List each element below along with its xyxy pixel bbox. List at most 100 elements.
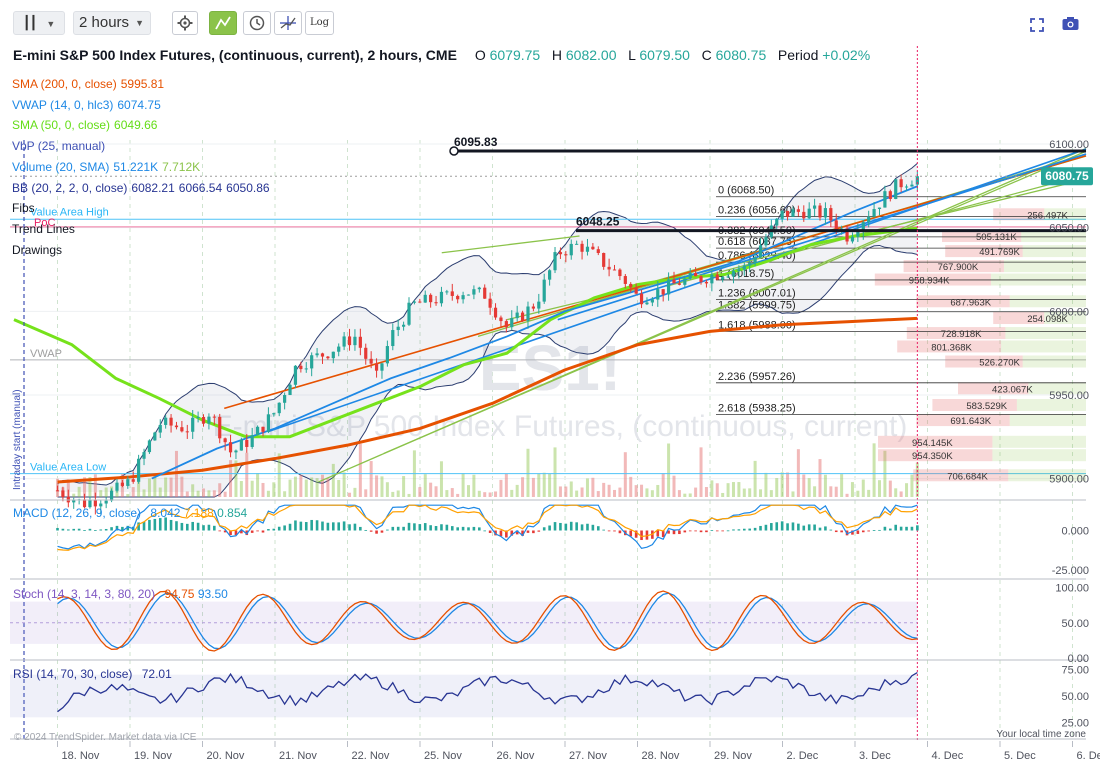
candle-body — [477, 287, 481, 290]
volume-profile-label: 954.145K — [912, 438, 953, 449]
rsi-legend[interactable]: RSI (14, 70, 30, close) 72.01 — [13, 667, 172, 681]
volume-bar — [261, 482, 265, 497]
camera-icon[interactable] — [1062, 16, 1079, 31]
candle-body — [402, 324, 406, 327]
candle-body — [915, 176, 919, 185]
volume-bar — [807, 478, 811, 497]
legend-row[interactable]: VWAP (14, 0, hlc3) 6074.75 — [12, 95, 270, 116]
candle-body — [899, 179, 903, 188]
candle-body — [72, 500, 76, 503]
macd-histogram-bar — [56, 527, 59, 531]
volume-profile-buy — [1005, 327, 1086, 340]
log-scale-button[interactable]: Log — [305, 11, 334, 35]
volume-bar — [326, 478, 330, 497]
volume-profile-label: 801.368K — [931, 342, 972, 353]
volume-bar — [266, 490, 270, 497]
crosshair-button[interactable] — [274, 11, 302, 35]
legend-row[interactable]: Volume (20, SMA) 51.221K 7.712K — [12, 157, 270, 178]
macd-histogram-bar — [169, 519, 173, 531]
time-axis-label: 25. Nov — [424, 750, 462, 762]
volume-bar — [704, 487, 708, 497]
chart-type-button[interactable]: ┃┃ ▼ — [13, 11, 65, 35]
volume-bar — [650, 490, 654, 497]
candle-body — [369, 358, 373, 364]
macd-histogram-bar — [218, 530, 222, 532]
candle-body — [883, 191, 887, 208]
candle-body — [342, 336, 346, 347]
volume-bar — [861, 479, 865, 497]
macd-histogram-bar — [386, 529, 389, 531]
clock-button[interactable] — [243, 11, 271, 35]
volume-bar — [564, 486, 568, 497]
candle-body — [677, 283, 682, 285]
candle-body — [699, 276, 703, 282]
volume-bar — [396, 490, 400, 497]
stoch-legend[interactable]: Stoch (14, 3, 14, 3, 80, 20) 94.75 93.50 — [13, 587, 228, 601]
candle-body — [261, 426, 265, 432]
macd-legend[interactable]: MACD (12, 26, 9, close) 8.042 7.188 0.85… — [13, 506, 247, 520]
rsi-band — [10, 674, 918, 718]
legend-row[interactable]: SMA (200, 0, close) 5995.81 — [12, 74, 270, 95]
fib-level-label: 0.236 (6056.60) — [718, 205, 796, 217]
candle-body — [775, 218, 779, 226]
candle-body — [688, 273, 692, 279]
volume-bar — [823, 474, 827, 497]
macd-histogram-bar — [802, 525, 806, 531]
settings-button[interactable] — [172, 11, 198, 35]
legend-row[interactable]: Drawings — [12, 240, 270, 261]
volume-bar — [888, 480, 892, 497]
legend-row[interactable]: VbP (25, manual) — [12, 136, 270, 157]
volume-bar — [802, 474, 806, 497]
volume-bar — [229, 460, 233, 497]
macd-histogram-bar — [575, 522, 578, 531]
volume-bar — [407, 493, 411, 497]
macd-histogram-bar — [429, 525, 432, 531]
legend-row[interactable]: BB (20, 2, 2, 0, close) 6082.21 6066.54 605… — [12, 178, 270, 199]
legend-row[interactable]: SMA (50, 0, close) 6049.66 — [12, 115, 270, 136]
candle-body — [223, 438, 227, 443]
candle-body — [250, 435, 254, 447]
fullscreen-icon[interactable] — [1030, 18, 1044, 32]
candle-body — [510, 318, 514, 328]
fib-price: 5999.75 — [752, 300, 792, 312]
macd-histogram-bar — [359, 526, 362, 531]
legend-row[interactable]: Trend Lines — [12, 219, 270, 240]
legend-row[interactable]: Fibs — [12, 198, 270, 219]
candle-body — [818, 205, 822, 218]
trend-icon — [215, 16, 231, 30]
volume-bar — [710, 480, 714, 497]
macd-histogram-bar — [726, 530, 730, 532]
macd-histogram-bar — [294, 520, 297, 531]
clock-icon — [249, 15, 265, 31]
volume-bar — [856, 490, 860, 497]
macd-histogram-bar — [348, 524, 351, 531]
interval-select[interactable]: 2 hours ▼ — [73, 11, 151, 35]
candle-body — [531, 306, 535, 309]
macd-histogram-bar — [661, 530, 665, 538]
volume-bar — [688, 493, 692, 497]
volume-bar — [153, 476, 157, 497]
volume-bar — [494, 491, 498, 497]
candle-body — [445, 291, 449, 293]
volume-profile-sell — [993, 312, 1045, 325]
macd-histogram-bar — [883, 526, 887, 531]
fib-ratio: 1.382 — [718, 300, 746, 312]
legend-value: 6082.21 — [131, 180, 175, 195]
candle-body — [872, 209, 876, 217]
macd-histogram-bar — [456, 527, 459, 531]
candle-body — [185, 431, 189, 433]
volume-bar — [147, 478, 151, 497]
vwap-line — [151, 185, 918, 480]
candle-body — [439, 291, 444, 304]
timezone-label[interactable]: Your local time zone — [996, 729, 1086, 740]
auto-trend-button[interactable] — [209, 11, 237, 35]
candle-body — [288, 384, 292, 396]
volume-profile-buy — [990, 273, 1086, 286]
volume-bar — [634, 485, 638, 497]
volume-bar — [202, 488, 206, 497]
volume-profile-label: 254.098K — [1027, 314, 1068, 325]
macd-value: 8.042 — [150, 506, 181, 520]
macd-histogram-bar — [158, 518, 162, 531]
volume-profile-buy — [1028, 382, 1086, 395]
